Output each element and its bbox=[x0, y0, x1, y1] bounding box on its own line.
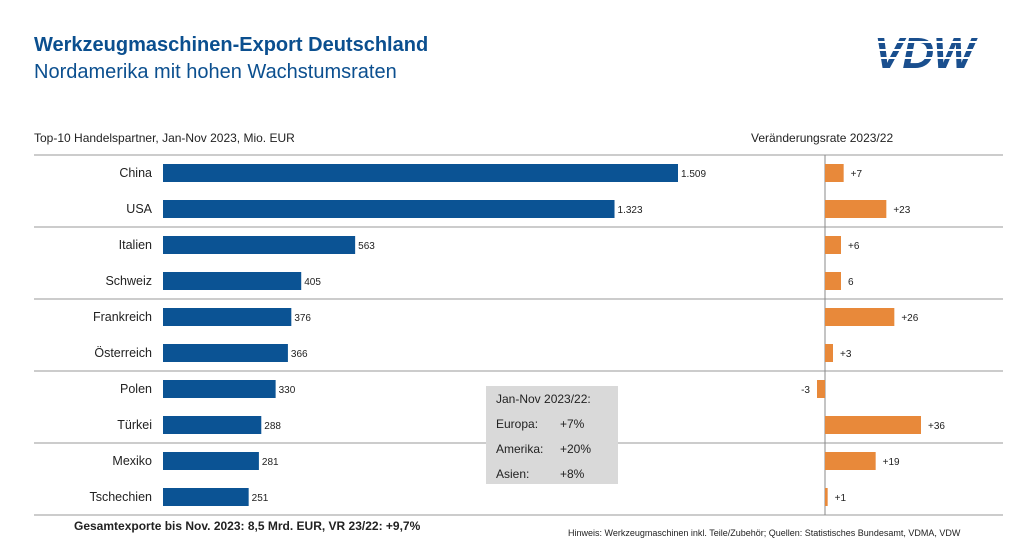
export-value-label-tschechien: 251 bbox=[252, 493, 269, 504]
change-bar-tschechien bbox=[825, 488, 828, 506]
export-bar-usa bbox=[163, 200, 615, 218]
export-bar-tschechien bbox=[163, 488, 249, 506]
change-bar-italien bbox=[825, 236, 841, 254]
right-chart-title: Veränderungsrate 2023/22 bbox=[751, 131, 894, 145]
summary-label: Amerika: bbox=[496, 442, 544, 456]
change-bar-usa bbox=[825, 200, 887, 218]
change-value-label-mexiko: +19 bbox=[883, 457, 900, 468]
logo-text: VDW bbox=[874, 29, 978, 74]
summary-label: Europa: bbox=[496, 417, 539, 431]
category-label-österreich: Österreich bbox=[94, 346, 152, 360]
category-label-türkei: Türkei bbox=[117, 418, 152, 432]
summary-row-europa: Europa: +7% bbox=[496, 417, 584, 431]
export-bar-italien bbox=[163, 236, 356, 254]
export-bar-österreich bbox=[163, 344, 288, 362]
left-chart-title: Top-10 Handelspartner, Jan-Nov 2023, Mio… bbox=[34, 131, 295, 145]
total-exports-note: Gesamtexporte bis Nov. 2023: 8,5 Mrd. EU… bbox=[74, 519, 421, 533]
summary-label: Asien: bbox=[496, 467, 530, 481]
change-bar-türkei bbox=[825, 416, 921, 434]
source-note: Hinweis: Werkzeugmaschinen inkl. Teile/Z… bbox=[568, 528, 961, 538]
category-label-usa: USA bbox=[126, 202, 152, 216]
change-bar-schweiz bbox=[825, 272, 841, 290]
change-bar-mexiko bbox=[825, 452, 876, 470]
page-subtitle: Nordamerika mit hohen Wachstumsraten bbox=[34, 61, 397, 83]
export-value-label-österreich: 366 bbox=[291, 349, 308, 360]
export-bar-polen bbox=[163, 380, 276, 398]
summary-row-amerika: Amerika: +20% bbox=[496, 442, 591, 456]
change-value-label-türkei: +36 bbox=[928, 421, 945, 432]
export-bar-mexiko bbox=[163, 452, 259, 470]
change-value-label-polen: -3 bbox=[801, 385, 810, 396]
export-value-label-schweiz: 405 bbox=[304, 277, 321, 288]
change-bar-polen bbox=[817, 380, 825, 398]
category-label-frankreich: Frankreich bbox=[93, 310, 152, 324]
change-value-label-tschechien: +1 bbox=[835, 493, 847, 504]
export-bar-schweiz bbox=[163, 272, 302, 290]
vdw-logo: VDW bbox=[872, 29, 1000, 74]
export-value-label-usa: 1.323 bbox=[618, 205, 643, 216]
category-label-schweiz: Schweiz bbox=[105, 274, 152, 288]
export-bar-china bbox=[163, 164, 678, 182]
category-label-mexiko: Mexiko bbox=[112, 454, 152, 468]
region-summary-box: Jan-Nov 2023/22: Europa: +7% Amerika: +20%… bbox=[486, 386, 618, 484]
change-bar-china bbox=[825, 164, 844, 182]
page-title: Werkzeugmaschinen-Export Deutschland bbox=[34, 34, 429, 56]
change-value-label-italien: +6 bbox=[848, 241, 860, 252]
summary-value: +20% bbox=[560, 442, 592, 456]
summary-value: +7% bbox=[560, 417, 585, 431]
summary-value: +8% bbox=[560, 467, 585, 481]
export-value-label-türkei: 288 bbox=[264, 421, 281, 432]
summary-title: Jan-Nov 2023/22: bbox=[496, 392, 591, 406]
change-bar-österreich bbox=[825, 344, 833, 362]
category-label-polen: Polen bbox=[120, 382, 152, 396]
change-value-label-schweiz: 6 bbox=[848, 277, 854, 288]
change-value-label-china: +7 bbox=[851, 169, 863, 180]
export-value-label-mexiko: 281 bbox=[262, 457, 279, 468]
change-value-label-frankreich: +26 bbox=[901, 313, 918, 324]
category-label-italien: Italien bbox=[119, 238, 152, 252]
change-bar-frankreich bbox=[825, 308, 895, 326]
category-label-china: China bbox=[119, 166, 152, 180]
export-value-label-frankreich: 376 bbox=[294, 313, 311, 324]
export-bar-frankreich bbox=[163, 308, 292, 326]
export-value-label-polen: 330 bbox=[279, 385, 296, 396]
export-value-label-italien: 563 bbox=[358, 241, 375, 252]
change-value-label-usa: +23 bbox=[893, 205, 910, 216]
summary-row-asien: Asien: +8% bbox=[496, 467, 584, 481]
change-value-label-österreich: +3 bbox=[840, 349, 852, 360]
export-bar-türkei bbox=[163, 416, 262, 434]
category-label-tschechien: Tschechien bbox=[89, 490, 152, 504]
export-value-label-china: 1.509 bbox=[681, 169, 706, 180]
